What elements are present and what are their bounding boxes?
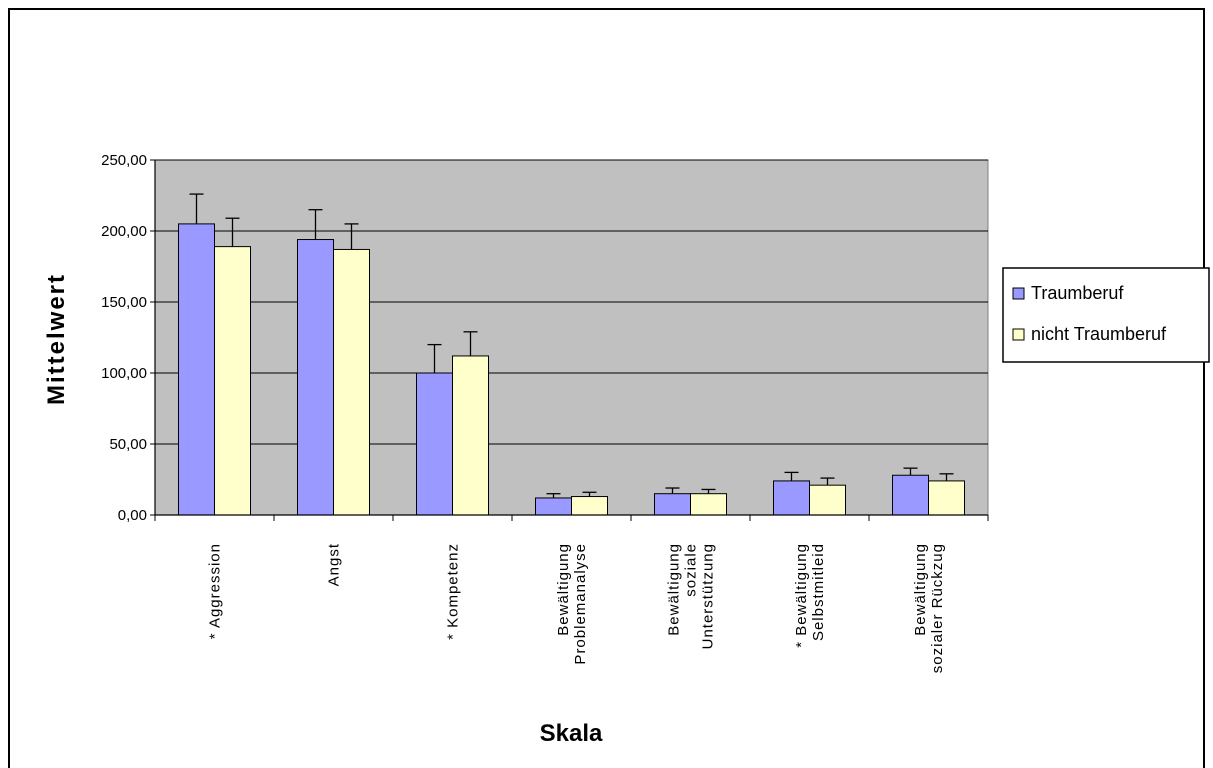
error-bars (189, 193, 954, 498)
x-tick-label: * Kompetenz (445, 543, 462, 640)
x-axis-title: Skala (540, 720, 603, 747)
y-tick-label: 0,00 (118, 507, 147, 524)
legend-swatch-nicht-traumberuf (1012, 328, 1025, 341)
plot-area (154, 159, 989, 516)
bar-nicht-traumberuf (690, 493, 727, 516)
legend-label-nicht-traumberuf: nicht Traumberuf (1031, 324, 1167, 344)
x-tick-label-line: Selbstmitleid (810, 543, 827, 641)
legend: Traumberuf nicht Traumberuf (1002, 267, 1210, 363)
bar-traumberuf (773, 480, 810, 516)
x-tick-label-line: Bewältigung (666, 543, 683, 636)
x-tick-label: Bewältigung sozialer Rückzug (912, 543, 946, 673)
x-tick-label-line: * Kompetenz (445, 543, 462, 640)
y-tick-label: 150,00 (101, 294, 147, 311)
y-tick-label: 100,00 (101, 365, 147, 382)
bar-traumberuf (416, 372, 453, 516)
x-tick-label-line: Bewältigung (555, 543, 572, 636)
chart-frame (8, 8, 1205, 768)
bar-nicht-traumberuf (928, 480, 965, 516)
legend-swatch-traumberuf (1012, 287, 1025, 300)
x-tick-label-line: Unterstützung (700, 543, 717, 649)
x-tick-label-line: Problemanalyse (572, 543, 589, 665)
bar-nicht-traumberuf (809, 484, 846, 516)
x-tick-label: Angst (326, 543, 343, 586)
bar-nicht-traumberuf (571, 496, 608, 516)
legend-box (1002, 267, 1210, 363)
bar-traumberuf (297, 239, 334, 516)
y-tick-label: 200,00 (101, 223, 147, 240)
x-tick-label: * Bewältigung Selbstmitleid (793, 543, 827, 648)
gridlines (155, 159, 988, 445)
x-tick-label-line: soziale (683, 543, 700, 597)
x-tick-label: Bewältigung soziale Unterstützung (666, 543, 717, 649)
x-tick-label-line: * Bewältigung (793, 543, 810, 648)
x-tick-label-line: Angst (326, 543, 343, 586)
y-axis-title: Mittelwert (43, 273, 70, 405)
bar-traumberuf (535, 497, 572, 516)
y-tick-label: 50,00 (109, 436, 147, 453)
x-tick-label-line: sozialer Rückzug (929, 543, 946, 673)
x-tick-label-line: * Aggression (207, 543, 224, 639)
x-tick-labels: * Aggression Angst * Kompetenz Bewältigung P… (207, 543, 947, 673)
bar-traumberuf (654, 493, 691, 516)
x-tick-label: Bewältigung Problemanalyse (555, 543, 589, 665)
bar-nicht-traumberuf (214, 246, 251, 516)
y-tick-label: 250,00 (101, 152, 147, 169)
x-tick-label-line: Bewältigung (912, 543, 929, 636)
bar-nicht-traumberuf (333, 248, 370, 516)
y-tick-labels: 0,00 50,00 100,00 150,00 200,00 250,00 (101, 152, 147, 524)
legend-label-traumberuf: Traumberuf (1031, 283, 1124, 303)
bar-traumberuf (178, 223, 215, 516)
bar-nicht-traumberuf (452, 355, 489, 516)
x-tick-label: * Aggression (207, 543, 224, 639)
bar-traumberuf (892, 474, 929, 516)
axes (150, 159, 989, 521)
